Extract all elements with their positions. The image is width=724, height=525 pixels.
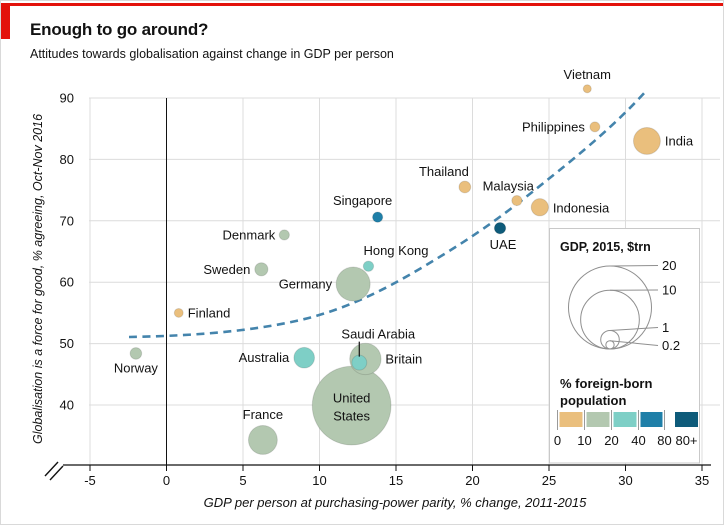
bubble-germany <box>335 266 371 302</box>
x-tick-label--5: -5 <box>84 473 96 488</box>
label-australia: Australia <box>239 350 290 365</box>
x-tick-label-5: 5 <box>239 473 246 488</box>
color-scale-label-40: 40 <box>631 433 645 448</box>
label-britain: Britain <box>385 351 422 366</box>
x-tick-label-35: 35 <box>695 473 709 488</box>
x-tick-label-25: 25 <box>542 473 556 488</box>
x-tick-label-20: 20 <box>465 473 479 488</box>
label-saudi-arabia: Saudi Arabia <box>341 327 415 342</box>
color-swatch-20-40 <box>613 412 637 427</box>
x-axis-title: GDP per person at purchasing-power parit… <box>204 495 588 510</box>
color-scale-label-10: 10 <box>577 433 591 448</box>
label-indonesia: Indonesia <box>553 200 610 215</box>
bubble-india <box>632 127 661 155</box>
chart-title: Enough to go around? <box>30 20 209 39</box>
color-legend: % foreign-born population 0 10 20 40 80 80+ <box>554 376 698 448</box>
label-sweden: Sweden <box>203 262 250 277</box>
y-axis-title: Globalisation is a force for good, % agr… <box>31 114 45 444</box>
label-finland: Finland <box>188 305 231 320</box>
x-tick-label-30: 30 <box>618 473 632 488</box>
trend-line <box>128 89 648 339</box>
label-united-states-1: States <box>333 409 370 424</box>
y-tick-label-60: 60 <box>60 275 74 290</box>
bubble-thailand <box>458 180 472 194</box>
size-legend-value-1: 1 <box>662 320 669 335</box>
bubble-saudi-arabia <box>351 354 368 371</box>
bubble-labels: Vietnam Philippines India Thailand Malaysia I… <box>114 67 694 424</box>
label-uae: UAE <box>490 237 517 252</box>
size-legend-pointer-0.2 <box>609 340 659 346</box>
bubble-norway <box>129 347 143 360</box>
bubble-uae <box>493 222 507 235</box>
label-norway: Norway <box>114 360 159 375</box>
axis-break-icon <box>44 461 64 481</box>
bubble-australia <box>293 346 315 369</box>
y-tick-label-50: 50 <box>60 336 74 351</box>
trend-curve <box>128 89 648 339</box>
bubble-vietnam <box>582 84 592 94</box>
bubble-indonesia <box>530 198 549 217</box>
color-legend-title-line2: population <box>560 393 626 408</box>
bubble-philippines <box>589 121 601 133</box>
x-tick-label-0: 0 <box>163 473 170 488</box>
color-scale-label-20: 20 <box>604 433 618 448</box>
label-united-states-0: United <box>333 391 371 406</box>
bubble-france <box>247 425 278 455</box>
color-swatch-40-80 <box>640 412 663 427</box>
color-scale-label-80: 80 <box>657 433 671 448</box>
bubble-malaysia <box>511 194 523 207</box>
label-malaysia: Malaysia <box>483 179 535 194</box>
bubbles <box>129 84 661 455</box>
size-legend-pointer-1 <box>609 327 659 331</box>
size-legend: GDP, 2015, $trn 20 10 1 0.2 <box>560 240 680 353</box>
size-legend-value-0.2: 0.2 <box>662 338 680 353</box>
size-legend-value-20: 20 <box>662 258 676 273</box>
color-swatch-80+ <box>675 412 698 427</box>
label-singapore: Singapore <box>333 193 392 208</box>
label-vietnam: Vietnam <box>564 67 611 82</box>
color-scale-label-80+: 80+ <box>675 433 697 448</box>
label-thailand: Thailand <box>419 164 469 179</box>
x-tick-label-15: 15 <box>389 473 403 488</box>
size-legend-title: GDP, 2015, $trn <box>560 240 651 254</box>
color-swatch-0-10 <box>559 412 583 427</box>
bubble-hong-kong <box>362 260 375 272</box>
label-philippines: Philippines <box>522 119 585 134</box>
label-india: India <box>665 133 694 148</box>
x-tick-label-10: 10 <box>312 473 326 488</box>
bubble-sweden <box>254 262 269 277</box>
bubble-singapore <box>372 211 384 223</box>
top-red-rule <box>1 3 723 6</box>
color-swatch-10-20 <box>586 412 610 427</box>
color-scale-label-0: 0 <box>554 433 561 448</box>
y-tick-label-70: 70 <box>60 213 74 228</box>
label-france: France <box>243 407 283 422</box>
bubble-finland <box>173 307 184 318</box>
bubble-denmark <box>278 229 290 241</box>
y-tick-label-90: 90 <box>60 91 74 106</box>
red-tab-accent <box>1 3 10 39</box>
label-germany: Germany <box>279 277 333 292</box>
color-legend-title-line1: % foreign-born <box>560 376 652 391</box>
label-hong-kong: Hong Kong <box>363 243 428 258</box>
label-denmark: Denmark <box>223 227 276 242</box>
size-legend-value-10: 10 <box>662 283 676 298</box>
chart-subtitle: Attitudes towards globalisation against … <box>30 47 394 61</box>
y-tick-label-40: 40 <box>60 398 74 413</box>
y-tick-label-80: 80 <box>60 152 74 167</box>
